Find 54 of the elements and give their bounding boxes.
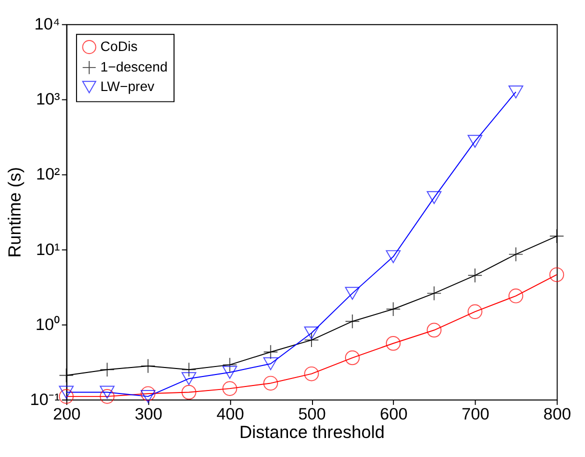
point <box>140 358 156 374</box>
point <box>100 386 115 399</box>
legend-label: CoDis <box>100 38 138 54</box>
point <box>222 381 238 396</box>
legend-label: 1−descend <box>100 59 168 74</box>
y-tick-label: 10² <box>36 164 60 184</box>
x-tick-label: 300 <box>134 404 162 424</box>
y-tick-label: 10³ <box>36 90 60 109</box>
x-tick-label: 400 <box>216 404 244 424</box>
point <box>344 286 360 300</box>
point <box>140 390 156 403</box>
point <box>468 304 482 320</box>
point <box>182 362 196 378</box>
y-axis-title: Runtime (s) <box>4 166 24 258</box>
x-tick-label: 500 <box>298 404 326 424</box>
point <box>58 389 74 404</box>
point <box>549 228 564 244</box>
point <box>508 288 524 304</box>
x-tick-label: 800 <box>543 404 572 424</box>
point <box>182 384 196 400</box>
point <box>58 368 74 383</box>
point <box>100 362 115 378</box>
point <box>508 246 524 262</box>
point <box>344 314 360 329</box>
point <box>58 386 74 399</box>
point <box>386 250 401 264</box>
x-axis-title: Distance threshold <box>239 422 385 442</box>
point <box>426 191 442 204</box>
point <box>304 366 319 382</box>
point <box>468 134 482 148</box>
point <box>263 344 278 360</box>
point <box>263 376 278 391</box>
point <box>386 302 401 317</box>
point <box>263 357 278 370</box>
y-tick-label: 10¹ <box>36 240 60 259</box>
point <box>304 326 319 340</box>
x-tick-label: 600 <box>380 404 408 424</box>
point <box>386 336 401 351</box>
point <box>304 332 319 348</box>
y-tick-label: 10⁰ <box>36 314 60 334</box>
point <box>222 366 238 379</box>
y-tick-label: 10⁴ <box>34 14 60 34</box>
point <box>140 386 156 401</box>
point <box>426 322 442 338</box>
point <box>549 267 564 282</box>
point <box>344 350 360 366</box>
point <box>426 286 442 301</box>
point <box>182 372 196 386</box>
point <box>222 357 238 372</box>
point <box>100 389 115 404</box>
point <box>468 268 482 283</box>
legend-label: LW−prev <box>100 78 155 94</box>
x-tick-label: 700 <box>462 404 490 424</box>
point <box>508 86 524 98</box>
